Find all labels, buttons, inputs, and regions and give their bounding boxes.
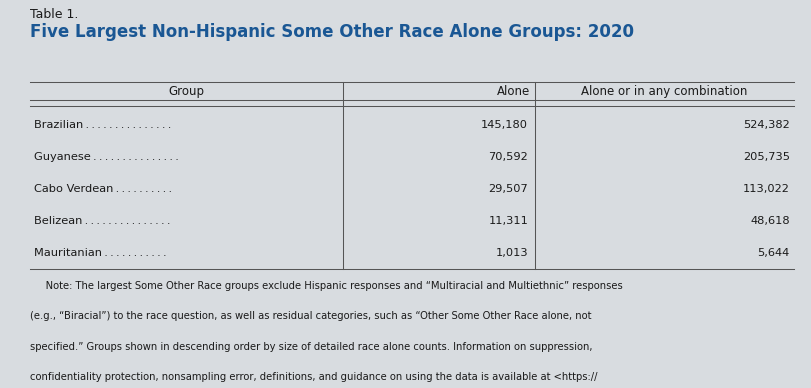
Text: 145,180: 145,180	[481, 120, 527, 130]
Text: Group: Group	[169, 85, 204, 98]
Text: 11,311: 11,311	[487, 216, 527, 226]
Text: Belizean . . . . . . . . . . . . . . .: Belizean . . . . . . . . . . . . . . .	[33, 216, 169, 226]
Text: 48,618: 48,618	[749, 216, 789, 226]
Text: (e.g., “Biracial”) to the race question, as well as residual categories, such as: (e.g., “Biracial”) to the race question,…	[30, 311, 591, 321]
Text: 113,022: 113,022	[742, 184, 789, 194]
Text: 1,013: 1,013	[495, 248, 527, 258]
Text: Alone or in any combination: Alone or in any combination	[581, 85, 747, 98]
Text: specified.” Groups shown in descending order by size of detailed race alone coun: specified.” Groups shown in descending o…	[30, 342, 592, 352]
Text: 524,382: 524,382	[742, 120, 789, 130]
Text: Cabo Verdean . . . . . . . . . .: Cabo Verdean . . . . . . . . . .	[33, 184, 171, 194]
Text: Five Largest Non-Hispanic Some Other Race Alone Groups: 2020: Five Largest Non-Hispanic Some Other Rac…	[30, 23, 633, 41]
Text: 29,507: 29,507	[488, 184, 527, 194]
Text: Note: The largest Some Other Race groups exclude Hispanic responses and “Multira: Note: The largest Some Other Race groups…	[30, 281, 622, 291]
Text: confidentiality protection, nonsampling error, definitions, and guidance on usin: confidentiality protection, nonsampling …	[30, 372, 597, 382]
Text: Mauritanian . . . . . . . . . . .: Mauritanian . . . . . . . . . . .	[33, 248, 166, 258]
Text: Alone: Alone	[496, 85, 530, 98]
Text: 205,735: 205,735	[742, 152, 789, 162]
Text: Guyanese . . . . . . . . . . . . . . .: Guyanese . . . . . . . . . . . . . . .	[33, 152, 178, 162]
Text: 70,592: 70,592	[488, 152, 527, 162]
Text: Brazilian . . . . . . . . . . . . . . .: Brazilian . . . . . . . . . . . . . . .	[33, 120, 171, 130]
Text: 5,644: 5,644	[757, 248, 789, 258]
Text: Table 1.: Table 1.	[30, 8, 79, 21]
